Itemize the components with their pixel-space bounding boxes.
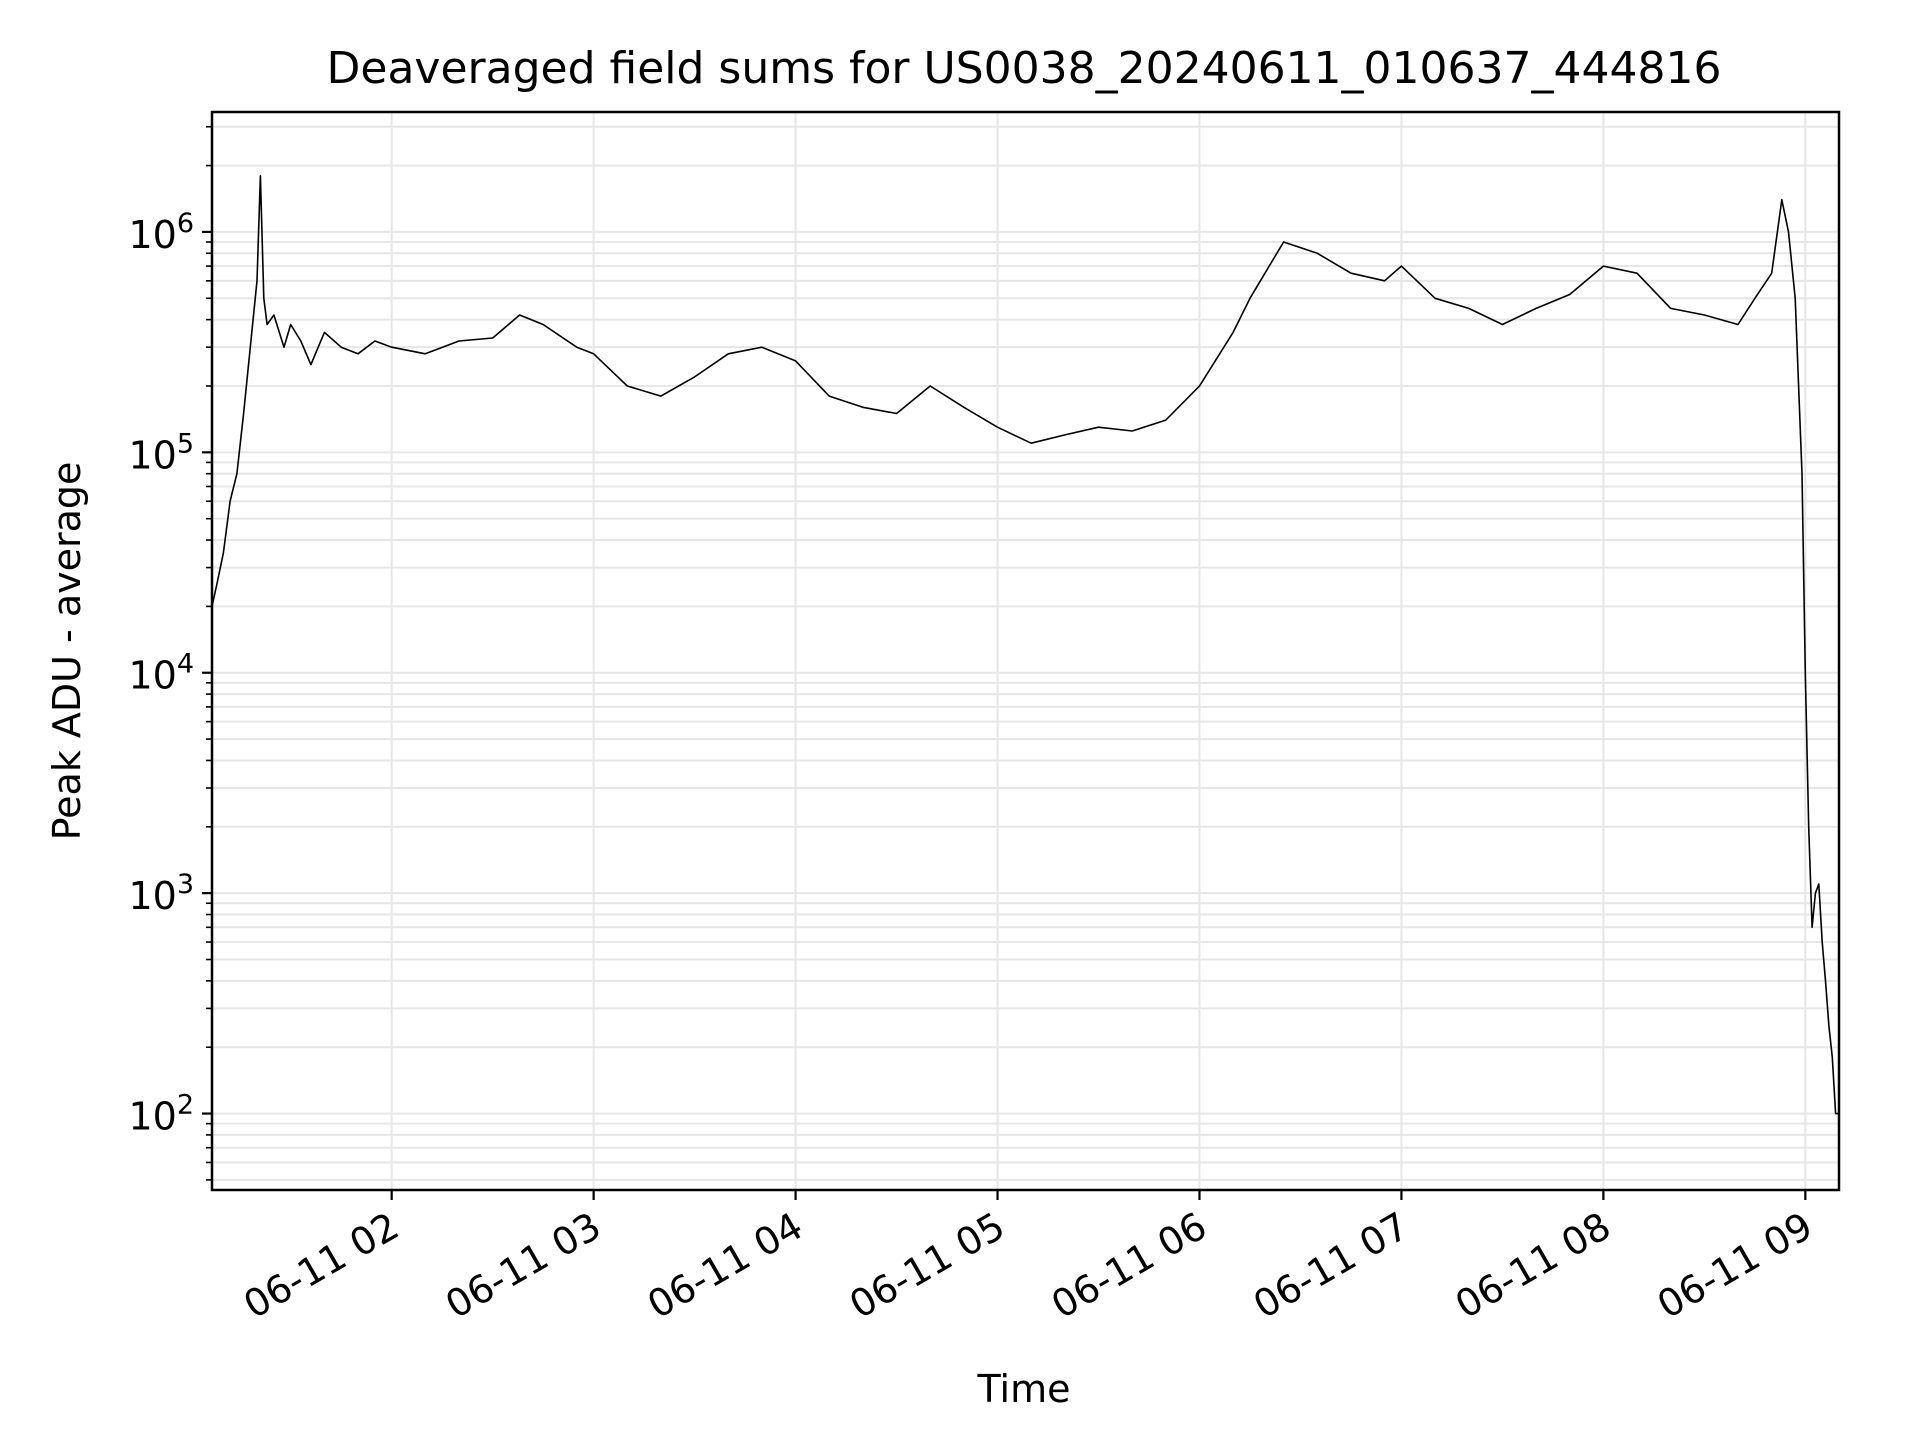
y-tick-label: 106 xyxy=(128,208,194,257)
y-axis-label: Peak ADU - average xyxy=(45,462,89,841)
y-axis: 102 103 104 105 106 xyxy=(128,125,212,1181)
y-tick-label: 105 xyxy=(128,428,194,477)
y-tick-label: 102 xyxy=(128,1090,194,1139)
chart-title: Deaveraged field sums for US0038_2024061… xyxy=(327,43,1722,94)
series-layer xyxy=(211,174,1839,1115)
y-tick-label: 103 xyxy=(128,869,194,918)
series-line xyxy=(211,174,1839,1115)
y-tick-label: 104 xyxy=(128,649,194,698)
x-axis-label: Time xyxy=(977,1367,1071,1411)
grid xyxy=(212,112,1839,1190)
plot-frame xyxy=(210,110,1841,1192)
